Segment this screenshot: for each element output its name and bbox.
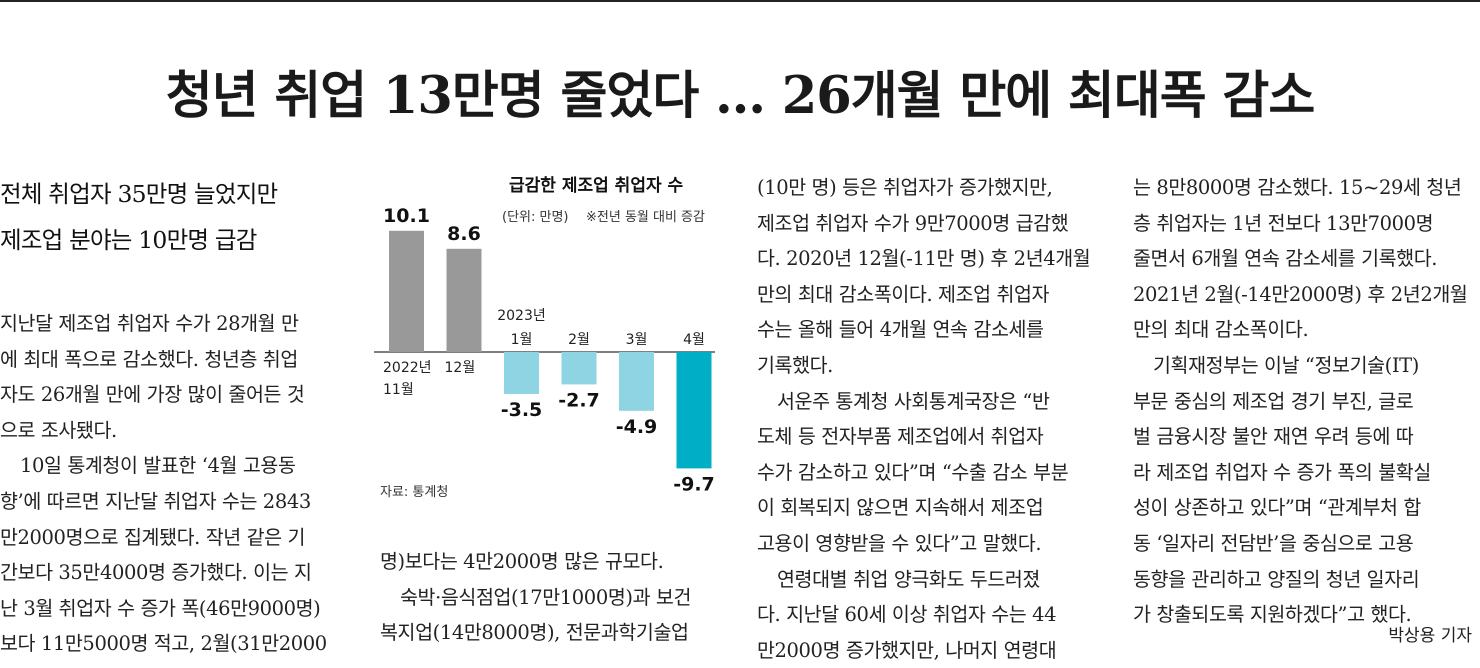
text-line: 서운주 통계청 사회통계국장은 “반 — [777, 389, 1050, 413]
text-line: 만2000명으로 집계됐다. 작년 같은 기 — [0, 525, 306, 549]
text-line: 만의 최대 감소폭이다. — [1133, 318, 1309, 342]
text-line: 연령대별 취업 양극화도 두드러졌 — [777, 567, 1040, 591]
data-label: -4.9 — [616, 416, 658, 438]
text-line: 수가 감소하고 있다”며 “수출 감소 부분 — [757, 460, 1069, 484]
text-line: (10만 명) 등은 취업자가 증가했지만, — [757, 176, 1053, 199]
subheadline: 전체 취업자 35만명 늘었지만 제조업 분야는 10만명 급감 — [0, 171, 360, 263]
text-line: 복지업(14만8000명), 전문과학기술업 — [380, 621, 689, 645]
text-line: 숙박·음식점업(17만1000명)과 보건 — [400, 585, 691, 609]
chart-title: 급감한 제조업 취업자 수 — [509, 175, 684, 196]
headline: 청년 취업 13만명 줄었다 … 26개월 만에 최대폭 감소 — [165, 66, 1316, 126]
article-column-2: 명)보다는 4만2000명 많은 규모다. 숙박·음식점업(17만1000명)과… — [380, 544, 691, 651]
text-line: 명)보다는 4만2000명 많은 규모다. — [380, 550, 664, 573]
article-column-4: 는 8만8000명 감소했다. 15~29세 청년 층 취업자는 1년 전보다 … — [1133, 170, 1468, 633]
chart-source: 자료: 통계청 — [380, 485, 448, 500]
bar — [504, 352, 539, 394]
data-label: -3.5 — [501, 399, 543, 421]
byline: 박상용 기자 — [1388, 626, 1472, 646]
bar — [389, 230, 424, 352]
tick-label: 4월 — [683, 332, 705, 348]
bar — [561, 352, 597, 385]
text-line: 지난달 제조업 취업자 수가 28개월 만 — [0, 312, 299, 335]
text-line: 기록했다. — [757, 353, 833, 377]
subhead-line: 제조업 분야는 10만명 급감 — [0, 226, 257, 254]
text-line: 난 3월 취업자 수 증가 폭(46만9000명) — [0, 596, 321, 620]
text-line: 다. 지난달 60세 이상 취업자 수는 44 — [757, 603, 1057, 627]
text-line: 벌 금융시장 불안 재연 우려 등에 따 — [1133, 425, 1414, 449]
text-line: 고용이 영향받을 수 있다”고 말했다. — [757, 531, 1042, 555]
text-line: 2021년 2월(-14만2000명) 후 2년2개월 — [1133, 282, 1468, 306]
text-line: 향’에 따르면 지난달 취업자 수는 2843 — [0, 489, 311, 513]
data-label: 10.1 — [383, 205, 430, 227]
text-line: 10일 통계청이 발표한 ‘4월 고용동 — [20, 454, 296, 478]
chart-note: ※전년 동월 대비 증감 — [586, 210, 705, 225]
tick-label: 3월 — [626, 332, 648, 348]
text-line: 동 ‘일자리 전담반’을 중심으로 고용 — [1133, 531, 1414, 555]
bar — [619, 352, 654, 411]
chart-unit-note: (단위: 만명) — [502, 210, 569, 225]
top-rule — [0, 0, 1480, 2]
text-line: 도체 등 전자부품 제조업에서 취업자 — [757, 425, 1044, 449]
text-line: 제조업 취업자 수가 9만7000명 급감했 — [757, 211, 1069, 235]
bar — [446, 248, 482, 352]
data-label: 8.6 — [447, 223, 481, 245]
text-line: 자도 26개월 만에 가장 많이 줄어든 것 — [0, 383, 305, 407]
text-line: 다. 2020년 12월(-11만 명) 후 2년4개월 — [757, 247, 1091, 271]
article-column-1: 지난달 제조업 취업자 수가 28개월 만 에 최대 폭으로 감소했다. 청년층… — [0, 306, 327, 662]
text-line: 수는 올해 들어 4개월 연속 감소세를 — [757, 318, 1044, 342]
subhead-line: 전체 취업자 35만명 늘었지만 — [0, 180, 278, 208]
text-line: 층 취업자는 1년 전보다 13만7000명 — [1133, 211, 1434, 235]
text-line: 동향을 관리하고 양질의 청년 일자리 — [1133, 567, 1420, 591]
text-line: 가 창출되도록 지원하겠다”고 했다. — [1133, 603, 1412, 627]
text-line: 성이 상존하고 있다”며 “관계부처 합 — [1133, 496, 1421, 520]
article-column-3: (10만 명) 등은 취업자가 증가했지만, 제조업 취업자 수가 9만7000… — [757, 170, 1091, 668]
text-line: 간보다 35만4000명 증가했다. 이는 지 — [0, 561, 312, 585]
data-label: -2.7 — [558, 389, 600, 411]
text-line: 부문 중심의 제조업 경기 부진, 글로 — [1133, 389, 1414, 413]
bar — [676, 352, 712, 469]
manufacturing-jobs-chart: 급감한 제조업 취업자 수 (단위: 만명) ※전년 동월 대비 증감 10.1… — [374, 175, 715, 500]
tick-label: 2023년 — [497, 308, 546, 324]
tick-label: 2월 — [568, 332, 590, 348]
text-line: 보다 11만5000명 적고, 2월(31만2000 — [0, 632, 327, 656]
text-line: 에 최대 폭으로 감소했다. 청년층 취업 — [0, 347, 298, 371]
data-label: -9.7 — [673, 473, 715, 495]
text-line: 라 제조업 취업자 수 증가 폭의 불확실 — [1133, 460, 1431, 484]
text-line: 만2000명 증가했지만, 나머지 연령대 — [757, 638, 1057, 662]
tick-label: 2022년 — [383, 360, 432, 376]
text-line: 줄면서 6개월 연속 감소세를 기록했다. — [1133, 247, 1438, 271]
tick-label: 1월 — [511, 332, 533, 348]
tick-label: 11월 — [383, 382, 414, 398]
text-line: 으로 조사됐다. — [0, 418, 117, 442]
tick-label: 12월 — [445, 360, 476, 376]
text-line: 이 회복되지 않으면 지속해서 제조업 — [757, 496, 1044, 520]
text-line: 기획재정부는 이날 “정보기술(IT) — [1153, 353, 1419, 377]
text-line: 는 8만8000명 감소했다. 15~29세 청년 — [1133, 176, 1462, 199]
text-line: 만의 최대 감소폭이다. 제조업 취업자 — [757, 282, 1050, 306]
